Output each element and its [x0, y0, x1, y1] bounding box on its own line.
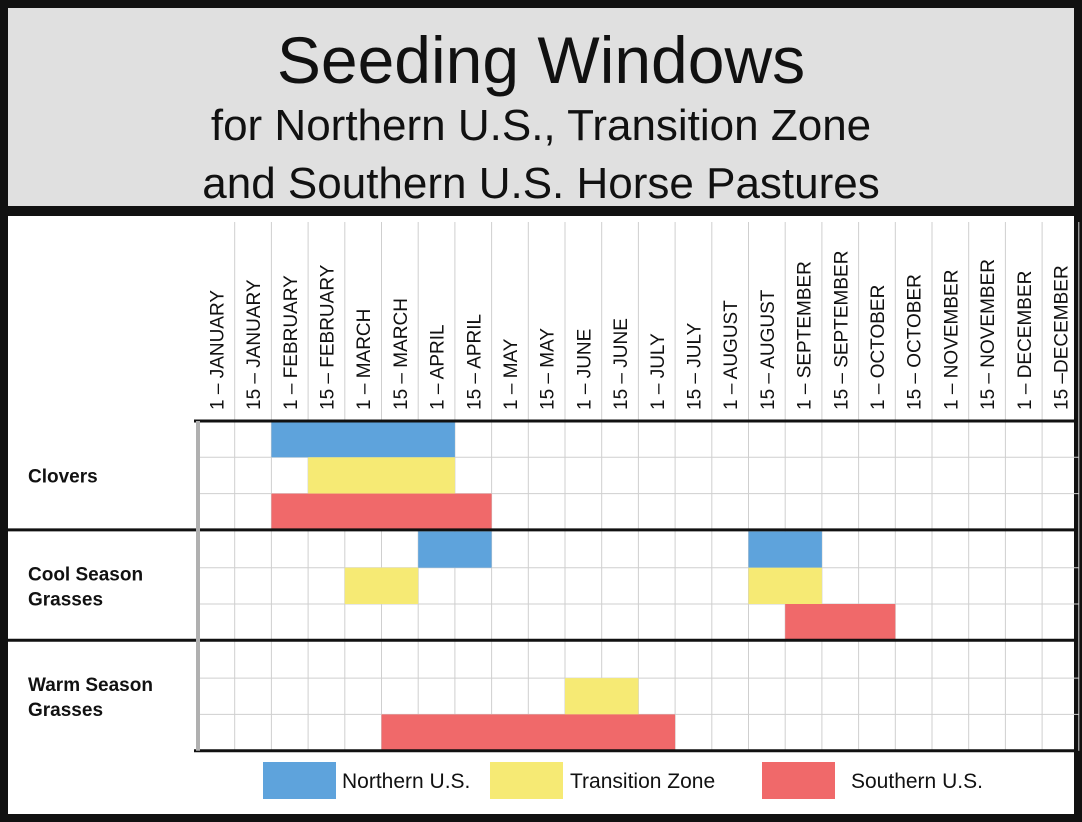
- x-tick-label: 15 – JANUARY: [244, 279, 265, 410]
- x-tick-label: 15 – FEBRUARY: [317, 264, 338, 410]
- row-group-label: Warm Season: [28, 675, 153, 696]
- x-tick-label: 1 – NOVEMBER: [941, 270, 962, 410]
- x-tick-label: 15 – OCTOBER: [905, 274, 926, 410]
- x-tick-label: 15 – JULY: [684, 322, 705, 410]
- chart-subtitle-line-2: and Southern U.S. Horse Pastures: [202, 159, 880, 208]
- row-group-label: Cool Season: [28, 564, 143, 585]
- seeding-bar: [271, 493, 492, 530]
- seeding-bar: [271, 421, 455, 458]
- seeding-bar: [748, 567, 822, 604]
- x-tick-label: 1 – JANUARY: [207, 290, 228, 410]
- x-tick-label: 1 – OCTOBER: [868, 285, 889, 410]
- title-banner: Seeding Windows for Northern U.S., Trans…: [8, 8, 1074, 216]
- seeding-bar: [565, 678, 639, 715]
- x-tick-label: 15 – MAY: [538, 328, 559, 410]
- row-group-label: Grasses: [28, 589, 103, 610]
- x-tick-label: 1 – SEPTEMBER: [795, 261, 816, 410]
- chart-title: Seeding Windows: [276, 23, 806, 97]
- x-tick-label: 15 – AUGUST: [758, 289, 779, 410]
- row-group-label: Grasses: [28, 700, 103, 721]
- seeding-bar: [308, 457, 455, 494]
- x-tick-label: 1 – AUGUST: [721, 300, 742, 410]
- chart-subtitle-line-1: for Northern U.S., Transition Zone: [210, 101, 872, 150]
- x-tick-label: 15 – JUNE: [611, 318, 632, 410]
- x-tick-label: 1 – JUNE: [574, 329, 595, 410]
- legend-swatch: [762, 762, 835, 799]
- legend-swatch: [263, 762, 336, 799]
- x-tick-label: 1 – APRIL: [428, 324, 449, 410]
- x-tick-label: 1 – FEBRUARY: [281, 275, 302, 410]
- seeding-bar: [381, 714, 676, 751]
- row-group-label: Clovers: [28, 466, 98, 487]
- x-tick-label: 1 – MAY: [501, 338, 522, 410]
- legend-label: Northern U.S.: [342, 770, 470, 793]
- x-tick-label: 15 –DECEMBER: [1051, 265, 1072, 410]
- seeding-bar: [748, 531, 822, 568]
- x-tick-label: 15 – MARCH: [391, 298, 412, 410]
- x-tick-label: 1 – JULY: [648, 333, 669, 410]
- legend-label: Southern U.S.: [851, 770, 983, 793]
- legend-swatch: [490, 762, 563, 799]
- x-tick-label: 1 – DECEMBER: [1015, 271, 1036, 410]
- seeding-bar: [418, 531, 492, 568]
- x-tick-label: 1 – MARCH: [354, 309, 375, 410]
- legend-label: Transition Zone: [570, 770, 715, 793]
- x-tick-label: 15 – SEPTEMBER: [831, 251, 852, 410]
- x-tick-label: 15 – NOVEMBER: [978, 259, 999, 410]
- x-tick-label: 15 – APRIL: [464, 314, 485, 410]
- seeding-bar: [785, 604, 896, 641]
- seeding-bar: [344, 567, 419, 604]
